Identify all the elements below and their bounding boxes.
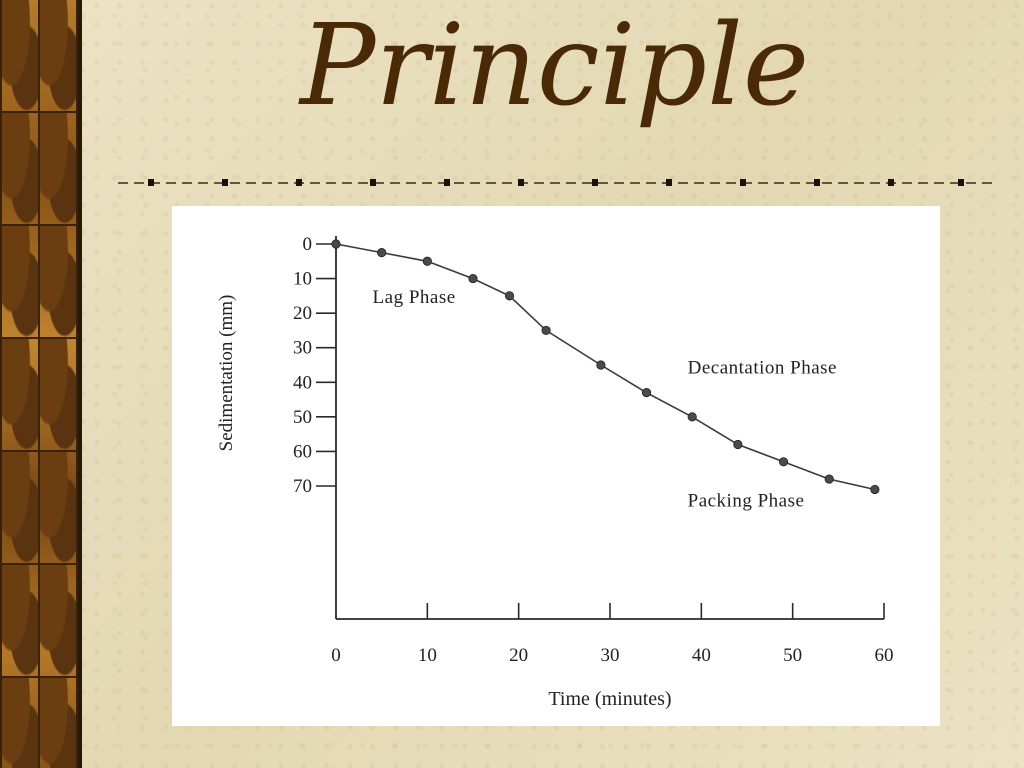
data-point — [870, 484, 880, 495]
sedimentation-chart: 0 10 20 30 40 50 60 70 0 10 20 30 40 50 60 Lag Phase D… — [216, 234, 894, 710]
x-tick-label: 30 — [601, 645, 620, 666]
data-point — [331, 239, 341, 249]
title-divider — [118, 179, 992, 186]
data-point — [377, 248, 387, 258]
y-tick-label: 50 — [293, 407, 312, 428]
y-tick-label: 70 — [293, 476, 312, 497]
x-tick-label: 40 — [692, 645, 711, 666]
y-tick-label: 10 — [293, 269, 312, 290]
x-tick-label: 60 — [875, 645, 894, 666]
annotation-label: Lag Phase — [373, 287, 456, 308]
chart-annotations: Lag Phase Decantation Phase Packing Phase — [373, 287, 837, 512]
y-tick-label: 60 — [293, 441, 312, 462]
x-tick-label: 50 — [783, 645, 802, 666]
y-axis-ticks: 0 10 20 30 40 50 60 70 — [293, 234, 336, 497]
data-point — [468, 273, 478, 284]
chart-panel: 0 10 20 30 40 50 60 70 0 10 20 30 40 50 60 Lag Phase D… — [172, 206, 940, 726]
data-point — [504, 291, 515, 301]
y-axis-label: Sedimentation (mm) — [216, 295, 237, 452]
data-point — [733, 439, 743, 450]
data-point — [596, 360, 606, 370]
data-point — [778, 457, 789, 467]
y-tick-label: 40 — [293, 372, 312, 393]
y-tick-label: 20 — [293, 303, 312, 324]
data-point — [541, 325, 551, 336]
data-point — [824, 474, 834, 484]
data-point — [641, 388, 652, 398]
x-tick-label: 0 — [331, 645, 341, 666]
x-axis-ticks: 0 10 20 30 40 50 60 — [331, 603, 894, 666]
decorative-border — [0, 0, 82, 768]
slide-title: Principle — [300, 1, 810, 131]
series-points — [331, 239, 880, 495]
x-tick-label: 20 — [509, 645, 528, 666]
x-axis-label: Time (minutes) — [548, 688, 671, 710]
data-point — [687, 412, 697, 422]
x-tick-label: 10 — [418, 645, 437, 666]
y-tick-label: 30 — [293, 338, 312, 359]
annotation-label: Packing Phase — [688, 491, 805, 512]
annotation-label: Decantation Phase — [688, 358, 837, 379]
data-point — [422, 256, 432, 266]
y-tick-label: 0 — [303, 234, 313, 255]
